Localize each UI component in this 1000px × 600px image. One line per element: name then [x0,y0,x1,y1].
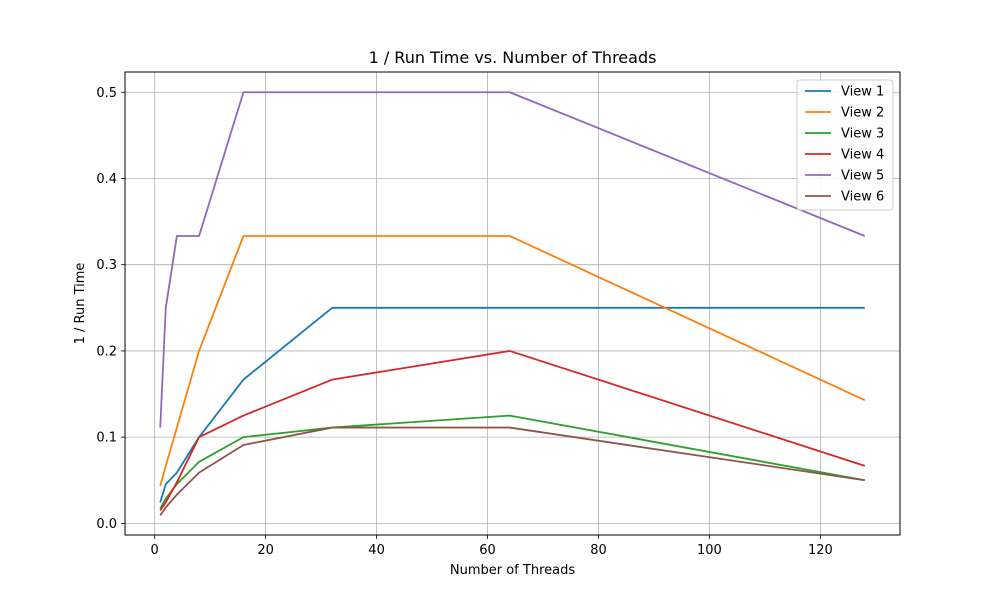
series-lines [159,91,866,516]
x-tick-label: 100 [697,543,722,558]
y-tick-label: 0.5 [96,86,117,101]
legend-label: View 5 [841,169,884,184]
series-line-view-5 [159,91,866,428]
series-line-view-2 [159,235,866,487]
x-tick-label: 60 [479,543,496,558]
x-tick-label: 80 [590,543,607,558]
grid [125,72,900,535]
axis-ticks: 0 20 40 60 80 100 120 0.0 0.1 0.2 0.3 0.4 0.5 [96,86,832,558]
x-axis-label: Number of Threads [450,563,575,578]
legend-label: View 3 [841,127,884,142]
y-tick-label: 0.0 [96,517,117,532]
legend-label: View 2 [841,106,884,121]
legend-label: View 1 [841,85,884,100]
plot-area-frame [124,71,901,536]
x-tick-label: 120 [808,543,833,558]
x-tick-label: 20 [257,543,274,558]
y-tick-label: 0.2 [96,344,117,359]
y-tick-label: 0.1 [96,431,117,446]
y-axis-label: 1 / Run Time [73,263,88,345]
x-tick-label: 40 [368,543,385,558]
x-tick-label: 0 [151,543,159,558]
series-line-view-3 [159,414,865,509]
chart-title: 1 / Run Time vs. Number of Threads [369,48,657,67]
series-line-view-6 [159,426,865,516]
y-tick-label: 0.3 [96,258,117,273]
y-tick-label: 0.4 [96,172,117,187]
series-line-view-4 [159,350,866,512]
series-line-view-1 [159,306,865,503]
legend-label: View 4 [841,148,884,163]
legend: View 1 View 2 View 3 View 4 View 5 View 6 [796,79,894,211]
legend-label: View 6 [841,190,884,205]
